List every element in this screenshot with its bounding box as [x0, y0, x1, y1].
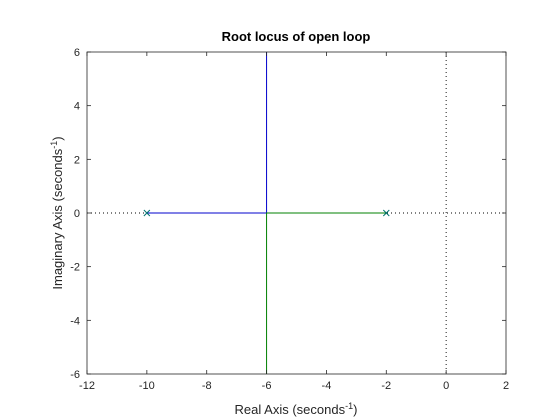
x-axis-label: Real Axis (seconds-1) — [235, 401, 358, 417]
reference-lines — [87, 52, 506, 374]
x-tick-label: -10 — [139, 380, 155, 392]
y-tick-label: 0 — [74, 208, 80, 220]
locus-branches — [146, 52, 387, 374]
locus-branch-2 — [266, 212, 387, 374]
pole-marker-1 — [143, 209, 151, 217]
y-tick-label: -6 — [70, 369, 80, 381]
y-axis-label-superscript: -1 — [49, 141, 59, 149]
y-tick-label: -2 — [70, 262, 80, 274]
y-axis-label: Imaginary Axis (seconds-1) — [49, 136, 65, 289]
y-tick-label: -4 — [70, 315, 80, 327]
x-axis-label-superscript: -1 — [345, 401, 353, 411]
x-axis-label-text: Real Axis (seconds — [235, 402, 346, 417]
pole-marker-2 — [382, 209, 390, 217]
x-axis-label-close: ) — [353, 402, 357, 417]
y-tick-label: 6 — [74, 47, 80, 59]
y-axis: -6 -4 -2 0 2 4 6 — [70, 47, 506, 381]
x-tick-label: 2 — [503, 380, 509, 392]
x-tick-label: -4 — [322, 380, 332, 392]
y-tick-label: 2 — [74, 154, 80, 166]
pole-markers — [143, 209, 390, 217]
x-axis: -12 -10 -8 -6 -4 -2 0 2 — [79, 52, 509, 392]
x-tick-label: -6 — [262, 380, 272, 392]
y-axis-label-close: ) — [50, 136, 65, 140]
chart-title: Root locus of open loop — [222, 29, 371, 44]
y-tick-label: 4 — [74, 101, 80, 113]
x-tick-label: -2 — [381, 380, 391, 392]
x-tick-label: -8 — [202, 380, 212, 392]
x-tick-label: -12 — [79, 380, 95, 392]
x-tick-label: 0 — [443, 380, 449, 392]
y-axis-label-text: Imaginary Axis (seconds — [50, 148, 65, 289]
